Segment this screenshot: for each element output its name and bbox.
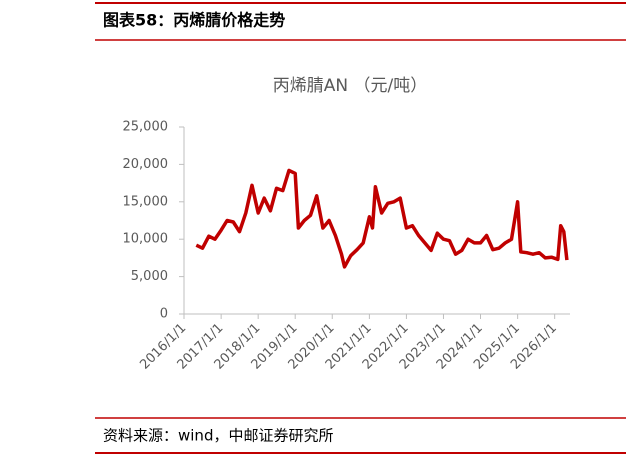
y-tick-label: 25,000 bbox=[123, 120, 169, 135]
chart-title: 丙烯腈AN （元/吨） bbox=[273, 76, 427, 96]
y-tick-label: 15,000 bbox=[123, 194, 169, 209]
price-line bbox=[195, 168, 569, 269]
header: 图表58：丙烯腈价格走势 bbox=[103, 11, 285, 30]
source: 资料来源：wind，中邮证券研究所 bbox=[103, 427, 333, 445]
y-tick-label: 20,000 bbox=[123, 157, 169, 172]
y-tick-label: 10,000 bbox=[123, 232, 169, 247]
y-tick-label: 5,000 bbox=[131, 269, 168, 284]
y-tick-label: 0 bbox=[160, 307, 168, 322]
